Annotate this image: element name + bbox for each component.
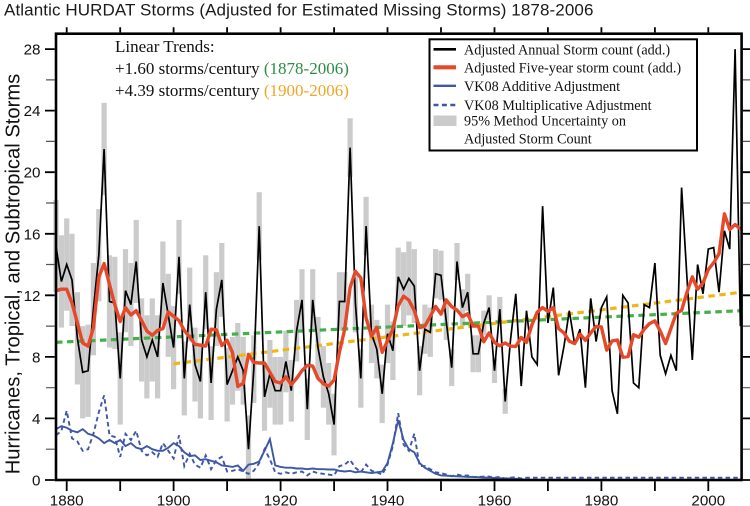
svg-text:1900: 1900: [157, 493, 191, 506]
svg-text:16: 16: [24, 226, 41, 243]
svg-text:+1.60 storms/century (1878-200: +1.60 storms/century (1878-2006): [115, 59, 349, 78]
svg-text:1880: 1880: [50, 493, 84, 506]
svg-text:Adjusted Five-year storm count: Adjusted Five-year storm count (add.): [464, 60, 681, 76]
svg-text:1920: 1920: [264, 493, 298, 506]
svg-text:0: 0: [32, 473, 40, 490]
svg-text:2000: 2000: [691, 493, 725, 506]
svg-text:8: 8: [32, 349, 40, 366]
svg-text:Adjusted Annual Storm count (a: Adjusted Annual Storm count (add.): [464, 42, 670, 58]
svg-text:95% Method Uncertainty on: 95% Method Uncertainty on: [464, 114, 626, 130]
svg-text:Atlantic HURDAT Storms (Adjust: Atlantic HURDAT Storms (Adjusted for Est…: [4, 1, 594, 20]
svg-text:VK08 Additive Adjustment: VK08 Additive Adjustment: [464, 79, 620, 95]
svg-text:1980: 1980: [585, 493, 619, 506]
svg-text:4: 4: [32, 411, 40, 428]
svg-text:1940: 1940: [371, 493, 405, 506]
svg-text:24: 24: [24, 103, 41, 120]
svg-text:Hurricanes, Tropical, and Subt: Hurricanes, Tropical, and Subtropical St…: [3, 74, 25, 475]
svg-text:VK08 Multiplicative Adjustment: VK08 Multiplicative Adjustment: [464, 98, 652, 114]
svg-text:+4.39 storms/century (1900-200: +4.39 storms/century (1900-2006): [115, 81, 349, 100]
svg-text:28: 28: [24, 42, 41, 59]
svg-text:1960: 1960: [478, 493, 512, 506]
svg-text:20: 20: [24, 165, 41, 182]
svg-text:Linear Trends:: Linear Trends:: [115, 37, 215, 56]
svg-text:12: 12: [24, 288, 41, 305]
svg-text:Adjusted Storm Count: Adjusted Storm Count: [464, 132, 592, 148]
